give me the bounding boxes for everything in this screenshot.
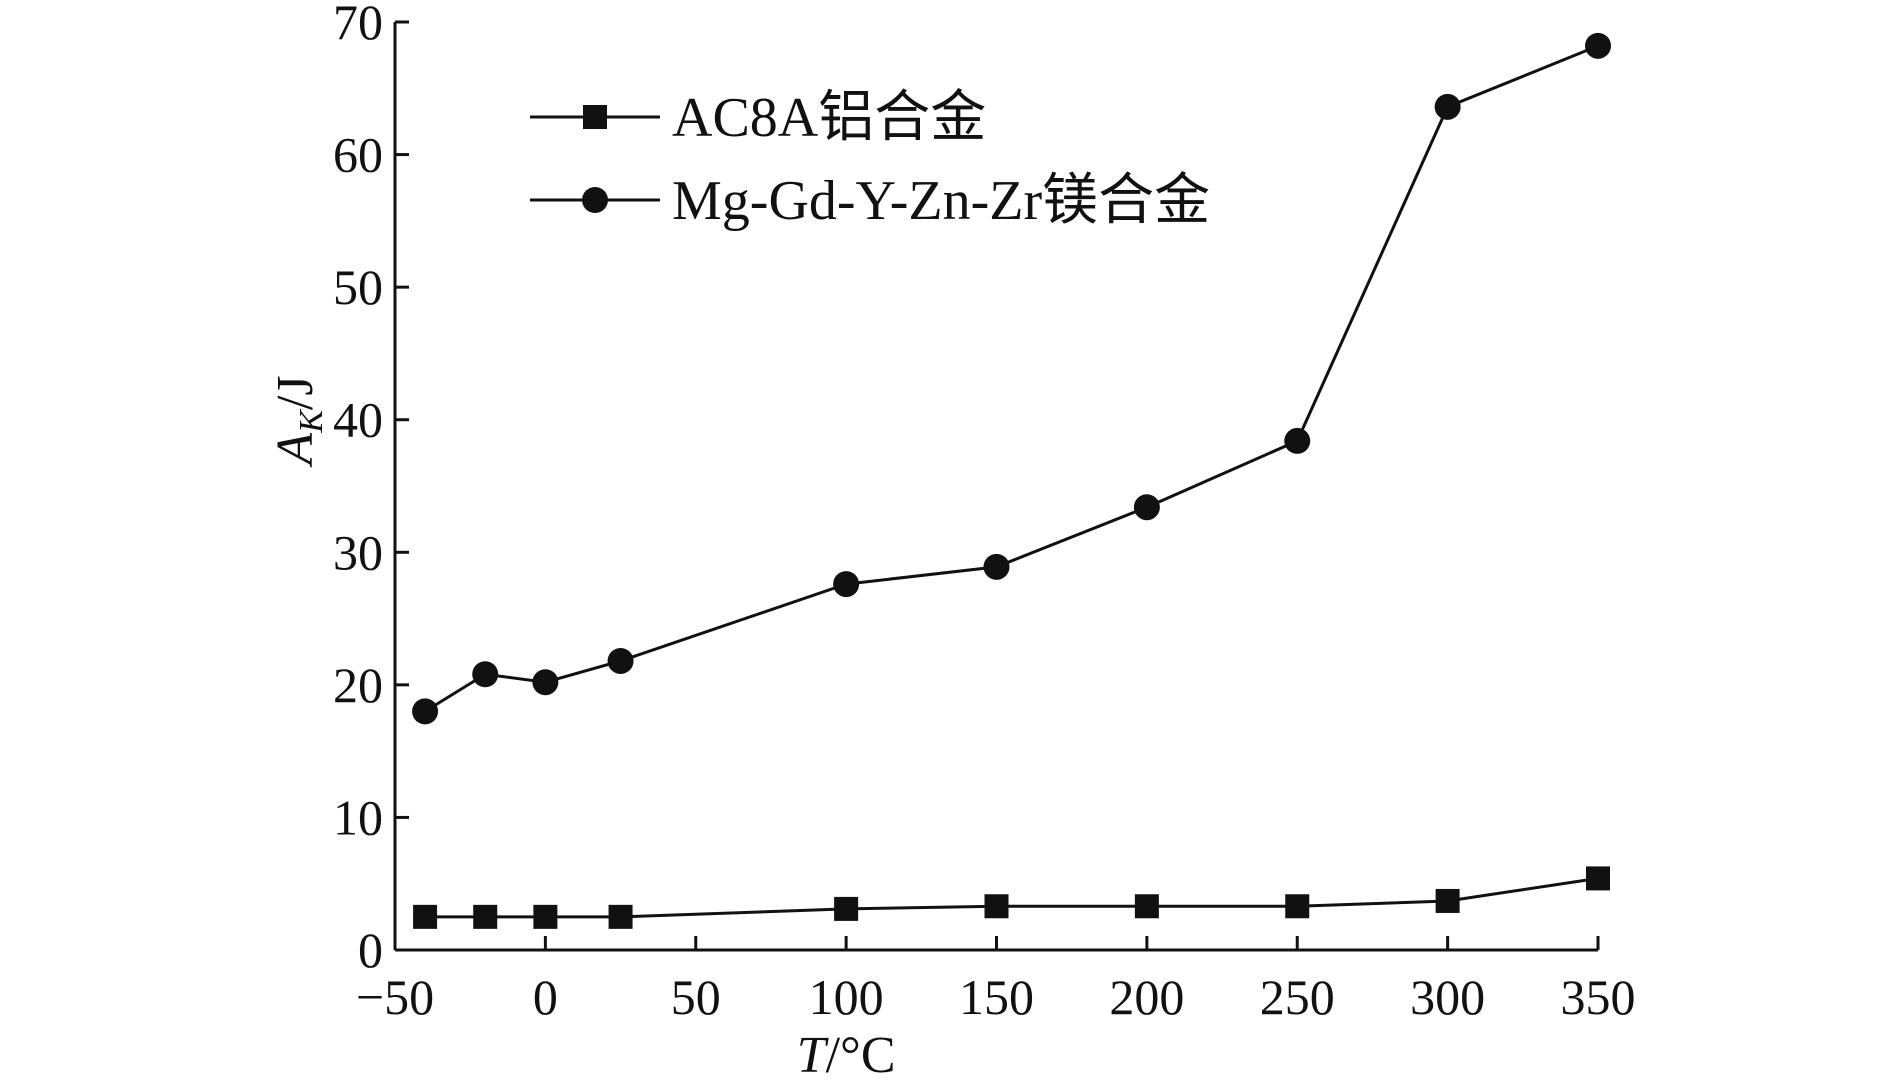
data-point [1285, 894, 1310, 919]
y-axis-title-text: AK/J [267, 375, 330, 467]
y-axis-title: AK/J [267, 375, 330, 467]
y-tick-label: 40 [333, 392, 383, 448]
y-tick-label: 30 [333, 524, 383, 580]
data-point [532, 669, 559, 696]
data-point [1435, 888, 1460, 913]
data-point [1434, 93, 1461, 120]
data-point [608, 904, 633, 929]
x-tick-label: 250 [1260, 969, 1335, 1025]
data-point [1284, 427, 1311, 454]
data-point [413, 904, 438, 929]
data-point [1585, 32, 1611, 59]
data-point [983, 553, 1010, 580]
data-point [1586, 866, 1610, 891]
legend-marker [583, 105, 607, 129]
data-point [984, 894, 1009, 919]
x-tick-label: 150 [959, 969, 1034, 1025]
data-point [533, 904, 558, 929]
legend-marker [582, 187, 608, 213]
y-tick-label: 0 [358, 922, 383, 978]
x-tick-label: 300 [1410, 969, 1485, 1025]
x-tick-label: 0 [533, 969, 558, 1025]
data-point [472, 661, 499, 688]
x-axis-title-text: T/°C [797, 1027, 896, 1084]
data-point [834, 896, 859, 921]
series-line [425, 876, 1599, 919]
y-tick-label: 50 [333, 259, 383, 315]
y-tick-label: 20 [333, 657, 383, 713]
x-axis-title: T/°C [797, 1027, 896, 1084]
legend-entry: Mg-Gd-Y-Zn-Zr镁合金 [530, 170, 1210, 232]
data-point [833, 571, 860, 598]
legend-label: AC8A铝合金 [672, 87, 986, 149]
data-point [473, 904, 498, 929]
data-point [607, 647, 634, 674]
y-ticks: 0 10 20 30 40 50 60 70 [333, 0, 409, 978]
legend-entry: AC8A铝合金 [530, 87, 986, 149]
series-line [424, 44, 1599, 713]
legend-label: Mg-Gd-Y-Zn-Zr镁合金 [672, 170, 1210, 232]
x-tick-label: 50 [671, 969, 721, 1025]
x-tick-label: 100 [809, 969, 884, 1025]
data-point [1133, 494, 1160, 521]
legend: AC8A铝合金 Mg-Gd-Y-Zn-Zr镁合金 [530, 87, 1210, 232]
y-tick-label: 70 [333, 0, 383, 50]
x-tick-label: −50 [356, 969, 434, 1025]
x-ticks: −50 0 50 100 150 200 250 300 350 [356, 936, 1636, 1025]
data-point [412, 698, 439, 725]
series-1 [413, 866, 1610, 929]
data-point [1134, 894, 1159, 919]
x-tick-label: 200 [1109, 969, 1184, 1025]
series-2 [412, 32, 1611, 725]
axes [393, 22, 1598, 952]
y-tick-label: 10 [333, 789, 383, 845]
x-tick-label: 350 [1561, 969, 1636, 1025]
y-tick-label: 60 [333, 127, 383, 183]
series-layer [412, 32, 1611, 929]
